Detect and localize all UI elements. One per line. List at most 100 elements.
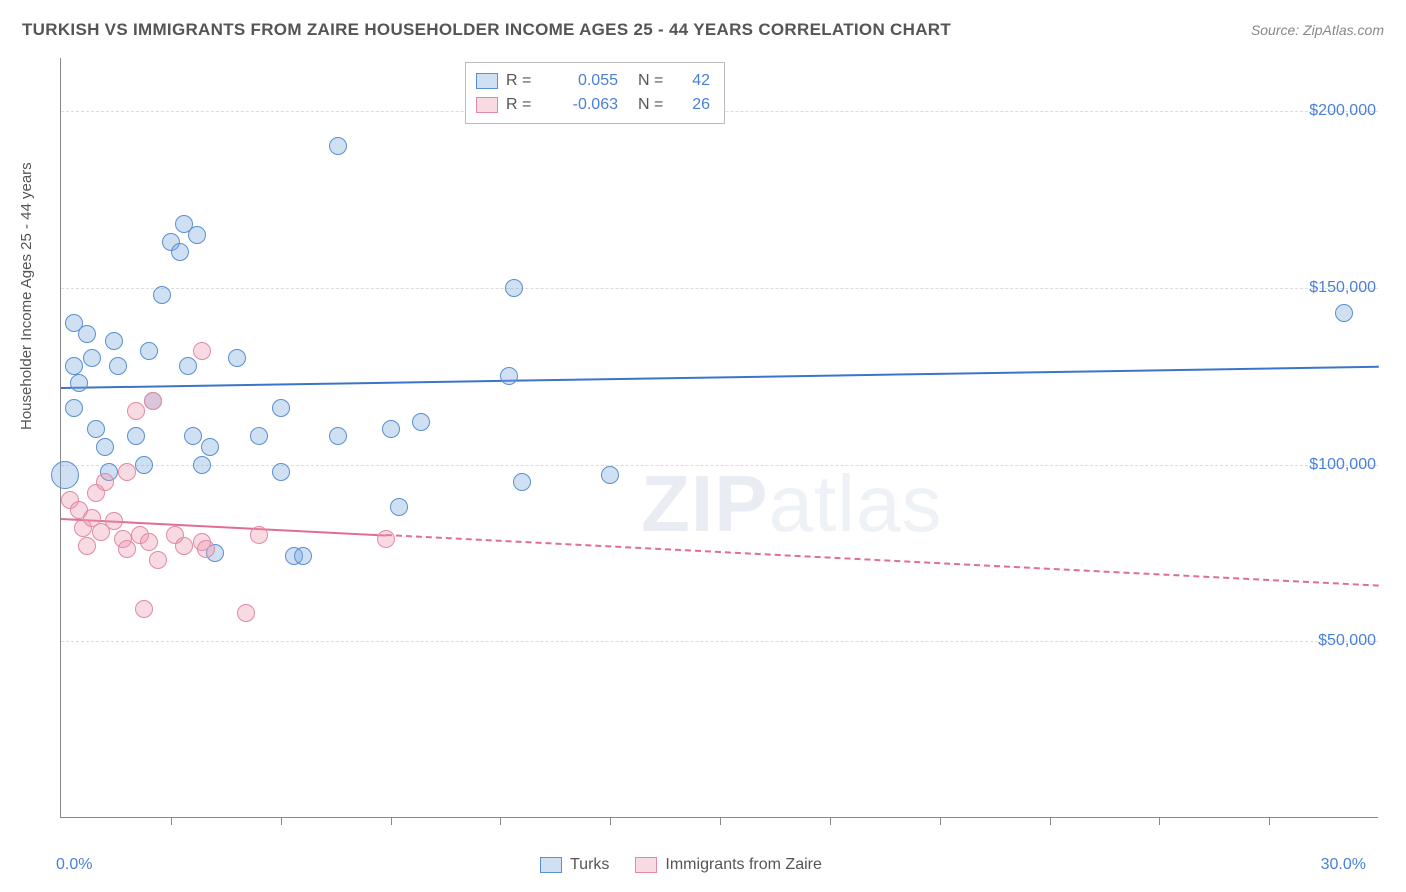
x-tick	[281, 817, 282, 825]
data-point-zaire	[377, 530, 395, 548]
swatch-turks	[540, 857, 562, 873]
data-point-turks	[87, 420, 105, 438]
data-point-zaire	[149, 551, 167, 569]
data-point-turks	[250, 427, 268, 445]
correlation-legend: R = 0.055 N = 42 R = -0.063 N = 26	[465, 62, 725, 124]
data-point-zaire	[140, 533, 158, 551]
n-label: N =	[638, 93, 672, 117]
data-point-turks	[153, 286, 171, 304]
data-point-zaire	[193, 342, 211, 360]
y-tick-label: $50,000	[1318, 632, 1376, 650]
data-point-zaire	[250, 526, 268, 544]
gridline	[61, 288, 1378, 289]
x-tick	[171, 817, 172, 825]
data-point-turks	[188, 226, 206, 244]
data-point-turks	[412, 413, 430, 431]
watermark: ZIPatlas	[641, 458, 942, 550]
source-attribution: Source: ZipAtlas.com	[1251, 22, 1384, 38]
data-point-turks	[70, 374, 88, 392]
data-point-turks	[135, 456, 153, 474]
legend-label-zaire: Immigrants from Zaire	[665, 856, 821, 874]
legend-item-turks: Turks	[540, 856, 609, 874]
chart-title: TURKISH VS IMMIGRANTS FROM ZAIRE HOUSEHO…	[22, 20, 951, 40]
data-point-turks	[193, 456, 211, 474]
data-point-turks	[127, 427, 145, 445]
x-tick	[1269, 817, 1270, 825]
y-tick-label: $200,000	[1309, 102, 1376, 120]
data-point-zaire	[135, 600, 153, 618]
data-point-turks	[294, 547, 312, 565]
n-value-turks: 42	[680, 69, 710, 93]
data-point-turks	[78, 325, 96, 343]
x-axis-max: 30.0%	[1321, 856, 1366, 874]
data-point-zaire	[144, 392, 162, 410]
data-point-turks	[505, 279, 523, 297]
data-point-turks	[109, 357, 127, 375]
x-tick	[940, 817, 941, 825]
data-point-turks	[329, 137, 347, 155]
data-point-turks	[83, 349, 101, 367]
data-point-turks	[272, 399, 290, 417]
data-point-turks	[65, 357, 83, 375]
trend-line	[61, 366, 1379, 389]
data-point-turks	[105, 332, 123, 350]
gridline	[61, 641, 1378, 642]
data-point-zaire	[175, 537, 193, 555]
r-label: R =	[506, 69, 540, 93]
data-point-zaire	[78, 537, 96, 555]
swatch-zaire	[476, 97, 498, 113]
legend-label-turks: Turks	[570, 856, 609, 874]
r-label: R =	[506, 93, 540, 117]
data-point-turks	[601, 466, 619, 484]
gridline	[61, 465, 1378, 466]
x-tick	[830, 817, 831, 825]
data-point-turks	[272, 463, 290, 481]
data-point-zaire	[127, 402, 145, 420]
swatch-zaire	[635, 857, 657, 873]
data-point-zaire	[118, 463, 136, 481]
data-point-turks	[500, 367, 518, 385]
data-point-turks	[65, 399, 83, 417]
r-value-zaire: -0.063	[548, 93, 618, 117]
data-point-turks	[382, 420, 400, 438]
data-point-zaire	[118, 540, 136, 558]
y-tick-label: $150,000	[1309, 279, 1376, 297]
data-point-turks	[390, 498, 408, 516]
data-point-turks	[329, 427, 347, 445]
x-tick	[610, 817, 611, 825]
scatter-plot-area: ZIPatlas	[60, 58, 1378, 818]
n-value-zaire: 26	[680, 93, 710, 117]
data-point-turks	[171, 243, 189, 261]
legend-row-zaire: R = -0.063 N = 26	[476, 93, 710, 117]
x-tick	[500, 817, 501, 825]
series-legend: Turks Immigrants from Zaire	[540, 856, 822, 874]
data-point-turks	[201, 438, 219, 456]
y-axis-label: Householder Income Ages 25 - 44 years	[18, 162, 35, 430]
watermark-bold: ZIP	[641, 459, 768, 548]
swatch-turks	[476, 73, 498, 89]
x-tick	[1050, 817, 1051, 825]
data-point-zaire	[96, 473, 114, 491]
data-point-turks	[1335, 304, 1353, 322]
y-tick-label: $100,000	[1309, 456, 1376, 474]
data-point-zaire	[197, 540, 215, 558]
x-tick	[1159, 817, 1160, 825]
data-point-turks	[184, 427, 202, 445]
legend-row-turks: R = 0.055 N = 42	[476, 69, 710, 93]
data-point-turks	[140, 342, 158, 360]
data-point-turks	[179, 357, 197, 375]
x-axis-min: 0.0%	[56, 856, 92, 874]
data-point-turks	[228, 349, 246, 367]
watermark-thin: atlas	[768, 459, 942, 548]
data-point-turks	[513, 473, 531, 491]
trend-line	[386, 534, 1379, 587]
x-tick	[720, 817, 721, 825]
n-label: N =	[638, 69, 672, 93]
data-point-zaire	[105, 512, 123, 530]
data-point-turks	[51, 461, 79, 489]
data-point-zaire	[237, 604, 255, 622]
legend-item-zaire: Immigrants from Zaire	[635, 856, 821, 874]
x-tick	[391, 817, 392, 825]
r-value-turks: 0.055	[548, 69, 618, 93]
data-point-turks	[96, 438, 114, 456]
